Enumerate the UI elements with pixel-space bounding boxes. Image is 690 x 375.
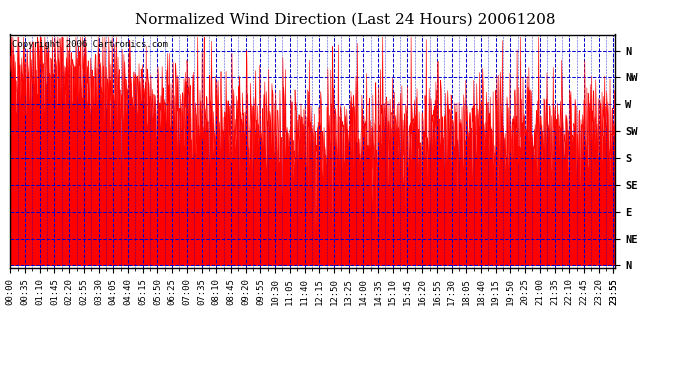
Text: Normalized Wind Direction (Last 24 Hours) 20061208: Normalized Wind Direction (Last 24 Hours…: [135, 13, 555, 27]
Text: Copyright 2006 Cartronics.com: Copyright 2006 Cartronics.com: [12, 40, 168, 50]
